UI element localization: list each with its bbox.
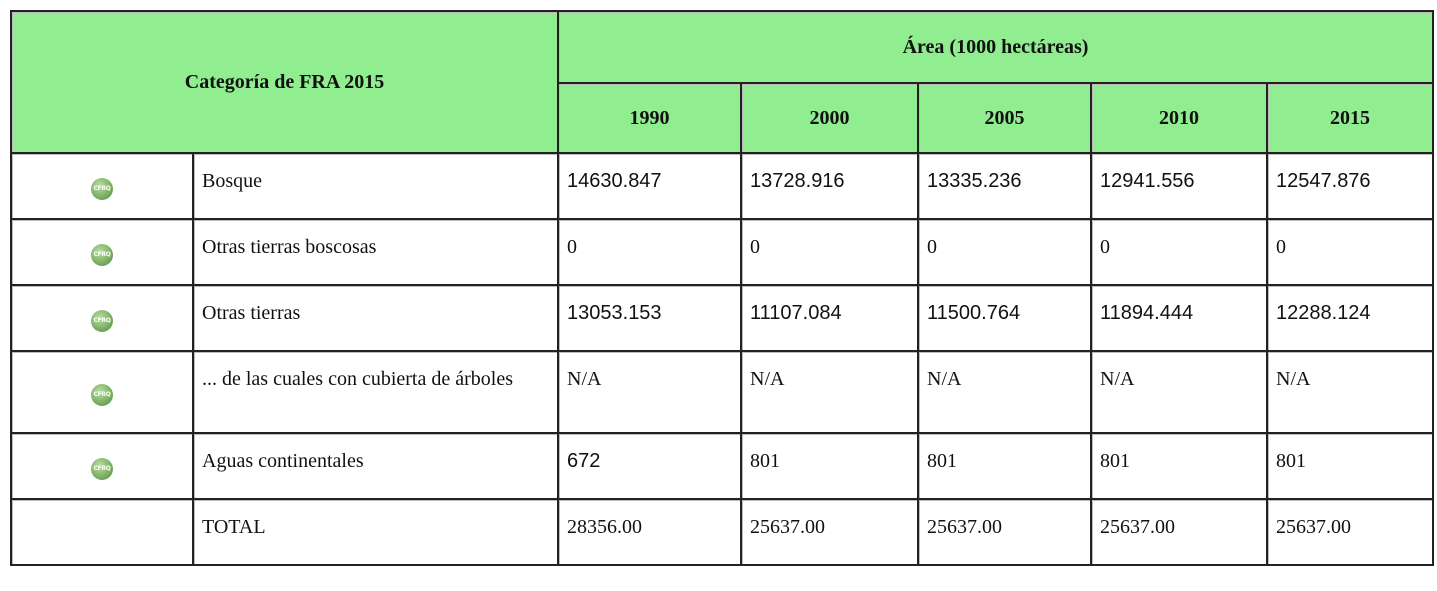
value-cell: 14630.847 — [559, 154, 743, 220]
value-cell: 11500.764 — [919, 286, 1093, 352]
year-header: 2000 — [742, 84, 920, 154]
cfrq-icon: CFRQ — [91, 383, 113, 406]
icon-cell — [12, 500, 194, 566]
value-cell: 11107.084 — [742, 286, 920, 352]
table-row: CFRQ Bosque 14630.847 13728.916 13335.236 129… — [12, 154, 1435, 220]
value-cell: 13728.916 — [742, 154, 920, 220]
data-table: Categoría de FRA 2015 Área (1000 hectáre… — [10, 10, 1435, 566]
cfrq-icon: CFRQ — [91, 309, 113, 332]
cfrq-icon: CFRQ — [91, 177, 113, 200]
icon-cell: CFRQ — [12, 352, 194, 434]
year-header: 1990 — [559, 84, 743, 154]
value-cell: N/A — [559, 352, 743, 434]
value-cell: 801 — [1092, 434, 1269, 500]
row-label: TOTAL — [194, 500, 560, 566]
value-cell: 12941.556 — [1092, 154, 1269, 220]
value-cell: 13335.236 — [919, 154, 1093, 220]
value-cell: 25637.00 — [919, 500, 1093, 566]
value-cell: 0 — [1268, 220, 1435, 286]
value-cell: 25637.00 — [742, 500, 920, 566]
value-cell: 0 — [1092, 220, 1269, 286]
value-cell: 28356.00 — [559, 500, 743, 566]
value-cell: 0 — [742, 220, 920, 286]
value-cell: N/A — [742, 352, 920, 434]
value-cell: 25637.00 — [1092, 500, 1269, 566]
year-header: 2010 — [1092, 84, 1269, 154]
table-row: TOTAL 28356.00 25637.00 25637.00 25637.00 256… — [12, 500, 1435, 566]
table-row: CFRQ Aguas continentales 672 801 801 801 801 — [12, 434, 1435, 500]
value-cell: 12547.876 — [1268, 154, 1435, 220]
value-cell: 11894.444 — [1092, 286, 1269, 352]
icon-cell: CFRQ — [12, 220, 194, 286]
row-label: Aguas continentales — [194, 434, 560, 500]
value-cell: 801 — [742, 434, 920, 500]
value-cell: 25637.00 — [1268, 500, 1435, 566]
value-cell: 0 — [919, 220, 1093, 286]
table-row: CFRQ ... de las cuales con cubierta de ár… — [12, 352, 1435, 434]
value-cell: N/A — [919, 352, 1093, 434]
table-row: CFRQ Otras tierras 13053.153 11107.084 11500… — [12, 286, 1435, 352]
value-cell: N/A — [1268, 352, 1435, 434]
year-header: 2015 — [1268, 84, 1435, 154]
row-label: Otras tierras boscosas — [194, 220, 560, 286]
row-label: Bosque — [194, 154, 560, 220]
value-cell: 13053.153 — [559, 286, 743, 352]
value-cell: 801 — [1268, 434, 1435, 500]
row-label: Otras tierras — [194, 286, 560, 352]
row-label: ... de las cuales con cubierta de árbole… — [194, 352, 560, 434]
year-header: 2005 — [919, 84, 1093, 154]
cfrq-icon: CFRQ — [91, 243, 113, 266]
value-cell: 801 — [919, 434, 1093, 500]
value-cell: 0 — [559, 220, 743, 286]
category-header: Categoría de FRA 2015 — [12, 12, 560, 154]
value-cell: N/A — [1092, 352, 1269, 434]
area-header: Área (1000 hectáreas) — [559, 12, 1435, 84]
table-row: CFRQ Otras tierras boscosas 0 0 0 0 0 — [12, 220, 1435, 286]
value-cell: 672 — [559, 434, 743, 500]
icon-cell: CFRQ — [12, 286, 194, 352]
icon-cell: CFRQ — [12, 434, 194, 500]
value-cell: 12288.124 — [1268, 286, 1435, 352]
cfrq-icon: CFRQ — [91, 457, 113, 480]
icon-cell: CFRQ — [12, 154, 194, 220]
